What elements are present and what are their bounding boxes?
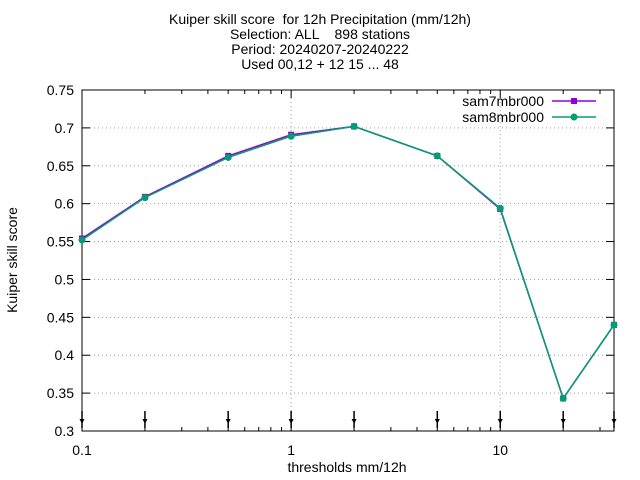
series-line-sam7mbr000 [81,125,615,401]
x-tick-label: 1 [287,442,295,458]
threshold-marker-head [560,419,566,424]
grid-layer [82,90,614,431]
data-point-sam8mbr000 [224,153,232,161]
data-point-sam8mbr000 [496,204,504,212]
y-tick-label: 0.4 [55,347,75,363]
data-point-sam8mbr000 [350,122,358,130]
data-point-sam8mbr000 [559,394,567,402]
data-point-sam8mbr000 [610,321,618,329]
data-point-sam8mbr000 [78,236,86,244]
chart-title-line-2: Selection: ALL 898 stations [229,26,411,42]
threshold-marker-head [142,419,148,424]
data-point-sam8mbr000 [141,194,149,202]
legend-label: sam7mbr000 [462,93,544,109]
y-tick-label: 0.75 [47,82,74,98]
y-tick-label: 0.35 [47,385,74,401]
y-tick-label: 0.55 [47,234,74,250]
y-axis-label: Kuiper skill score [4,207,20,313]
y-tick-label: 0.6 [55,196,75,212]
y-tick-label: 0.3 [55,423,75,439]
legend-marker-sam8mbr000 [570,113,578,121]
y-tick-label: 0.45 [47,309,74,325]
plot-border [81,89,615,432]
series-line-sam8mbr000 [81,125,615,401]
axes-layer: 0.3 0.35 0.4 0.45 0.5 0.55 0.6 0.65 0.7 0.75 0.1 1 1… [47,82,617,458]
x-tick-label: 10 [492,442,508,458]
chart-title-line-3: Period: 20240207-20240222 [231,41,409,57]
chart-title-line-4: Used 00,12 + 12 15 ... 48 [241,56,399,72]
legend-marker-sam7mbr000 [571,98,577,104]
data-point-sam8mbr000 [433,152,441,160]
chart-title-line-1: Kuiper skill score for 12h Precipitation… [169,11,471,27]
data-point-sam8mbr000 [287,132,295,140]
series-layer [78,122,618,402]
threshold-marker-head [434,419,440,424]
threshold-marker-head [497,419,503,424]
threshold-marker-head [288,419,294,424]
threshold-marker-head [351,419,357,424]
x-tick-label: 0.1 [72,442,92,458]
legend-label: sam8mbr000 [462,109,544,125]
x-axis-label: thresholds mm/12h [287,459,406,475]
y-tick-label: 0.7 [55,120,75,136]
y-tick-label: 0.5 [55,271,75,287]
threshold-marker-head [225,419,231,424]
y-tick-label: 0.65 [47,158,74,174]
